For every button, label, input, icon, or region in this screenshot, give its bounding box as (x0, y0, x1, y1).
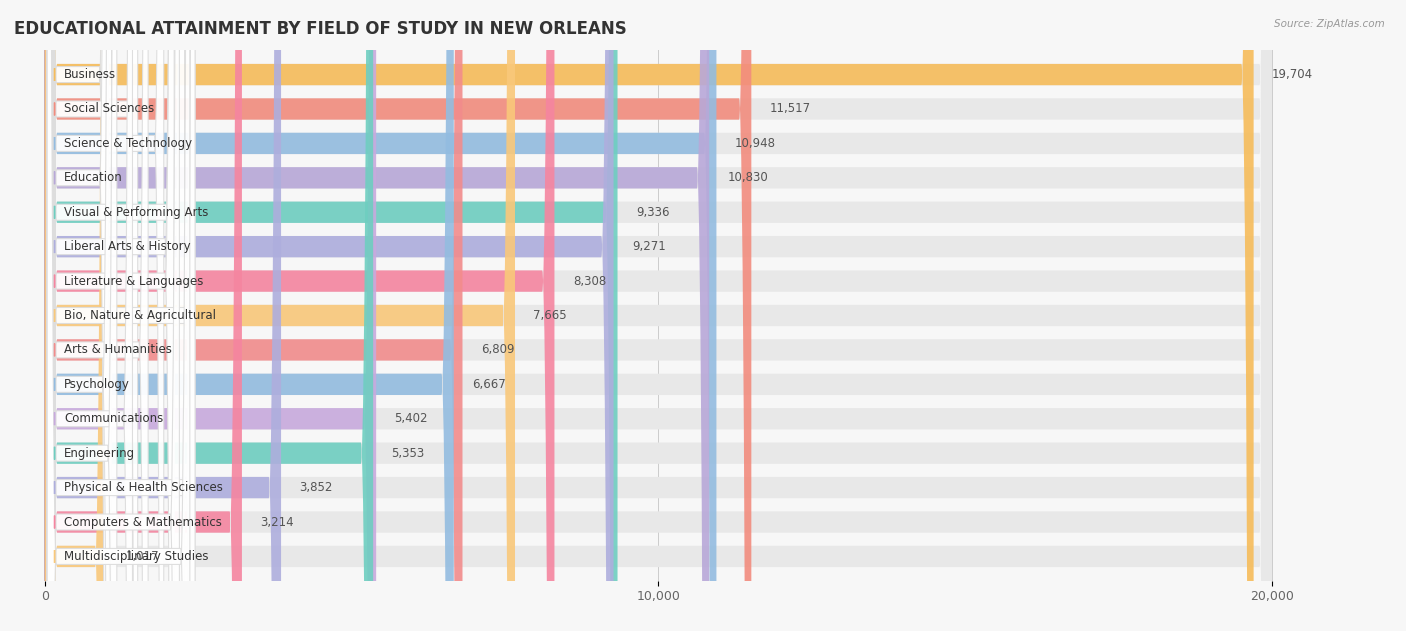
FancyBboxPatch shape (48, 0, 184, 631)
Text: Literature & Languages: Literature & Languages (65, 274, 204, 288)
Text: 5,402: 5,402 (395, 412, 427, 425)
Text: 11,517: 11,517 (769, 102, 811, 115)
FancyBboxPatch shape (45, 0, 1272, 631)
FancyBboxPatch shape (48, 0, 195, 631)
Text: 1,017: 1,017 (125, 550, 159, 563)
FancyBboxPatch shape (45, 0, 613, 631)
Text: Multidisciplinary Studies: Multidisciplinary Studies (65, 550, 209, 563)
FancyBboxPatch shape (48, 0, 148, 631)
FancyBboxPatch shape (45, 0, 1254, 631)
Text: 10,948: 10,948 (735, 137, 776, 150)
Text: Psychology: Psychology (65, 378, 131, 391)
FancyBboxPatch shape (45, 0, 1272, 631)
Text: 9,271: 9,271 (631, 240, 665, 253)
Text: EDUCATIONAL ATTAINMENT BY FIELD OF STUDY IN NEW ORLEANS: EDUCATIONAL ATTAINMENT BY FIELD OF STUDY… (14, 20, 627, 38)
Text: Bio, Nature & Agricultural: Bio, Nature & Agricultural (65, 309, 217, 322)
Text: 9,336: 9,336 (636, 206, 669, 219)
FancyBboxPatch shape (45, 0, 554, 631)
Text: Liberal Arts & History: Liberal Arts & History (65, 240, 191, 253)
FancyBboxPatch shape (45, 0, 1272, 631)
FancyBboxPatch shape (45, 0, 242, 631)
FancyBboxPatch shape (45, 0, 1272, 631)
FancyBboxPatch shape (45, 0, 1272, 631)
FancyBboxPatch shape (48, 0, 132, 631)
FancyBboxPatch shape (45, 0, 709, 631)
FancyBboxPatch shape (45, 0, 717, 631)
Text: Science & Technology: Science & Technology (65, 137, 193, 150)
FancyBboxPatch shape (48, 0, 108, 631)
Text: 19,704: 19,704 (1272, 68, 1313, 81)
FancyBboxPatch shape (45, 0, 751, 631)
Text: Communications: Communications (65, 412, 163, 425)
FancyBboxPatch shape (48, 0, 174, 631)
FancyBboxPatch shape (45, 0, 1272, 631)
FancyBboxPatch shape (45, 0, 281, 631)
FancyBboxPatch shape (45, 0, 1272, 631)
FancyBboxPatch shape (48, 0, 190, 631)
Text: 6,667: 6,667 (472, 378, 506, 391)
FancyBboxPatch shape (45, 0, 1272, 631)
FancyBboxPatch shape (48, 0, 195, 631)
Text: 5,353: 5,353 (391, 447, 425, 459)
FancyBboxPatch shape (48, 0, 108, 631)
Text: 8,308: 8,308 (572, 274, 606, 288)
Text: 7,665: 7,665 (533, 309, 567, 322)
FancyBboxPatch shape (45, 0, 1272, 631)
FancyBboxPatch shape (45, 0, 1272, 631)
Text: Visual & Performing Arts: Visual & Performing Arts (65, 206, 208, 219)
FancyBboxPatch shape (45, 0, 1272, 631)
FancyBboxPatch shape (45, 0, 377, 631)
FancyBboxPatch shape (45, 0, 515, 631)
Text: Education: Education (65, 172, 124, 184)
FancyBboxPatch shape (45, 0, 463, 631)
FancyBboxPatch shape (48, 0, 163, 631)
FancyBboxPatch shape (45, 0, 107, 631)
Text: Business: Business (65, 68, 117, 81)
Text: 3,214: 3,214 (260, 516, 294, 529)
FancyBboxPatch shape (48, 0, 111, 631)
FancyBboxPatch shape (45, 0, 1272, 631)
Text: Social Sciences: Social Sciences (65, 102, 155, 115)
Text: 10,830: 10,830 (727, 172, 768, 184)
FancyBboxPatch shape (48, 0, 180, 631)
Text: Source: ZipAtlas.com: Source: ZipAtlas.com (1274, 19, 1385, 29)
FancyBboxPatch shape (45, 0, 454, 631)
Text: Engineering: Engineering (65, 447, 135, 459)
Text: Arts & Humanities: Arts & Humanities (65, 343, 173, 357)
Text: 3,852: 3,852 (299, 481, 333, 494)
Text: 6,809: 6,809 (481, 343, 515, 357)
FancyBboxPatch shape (45, 0, 1272, 631)
FancyBboxPatch shape (48, 0, 138, 631)
FancyBboxPatch shape (48, 0, 174, 631)
FancyBboxPatch shape (45, 0, 373, 631)
FancyBboxPatch shape (48, 0, 117, 631)
FancyBboxPatch shape (45, 0, 1272, 631)
FancyBboxPatch shape (45, 0, 617, 631)
FancyBboxPatch shape (45, 0, 1272, 631)
Text: Computers & Mathematics: Computers & Mathematics (65, 516, 222, 529)
Text: Physical & Health Sciences: Physical & Health Sciences (65, 481, 224, 494)
